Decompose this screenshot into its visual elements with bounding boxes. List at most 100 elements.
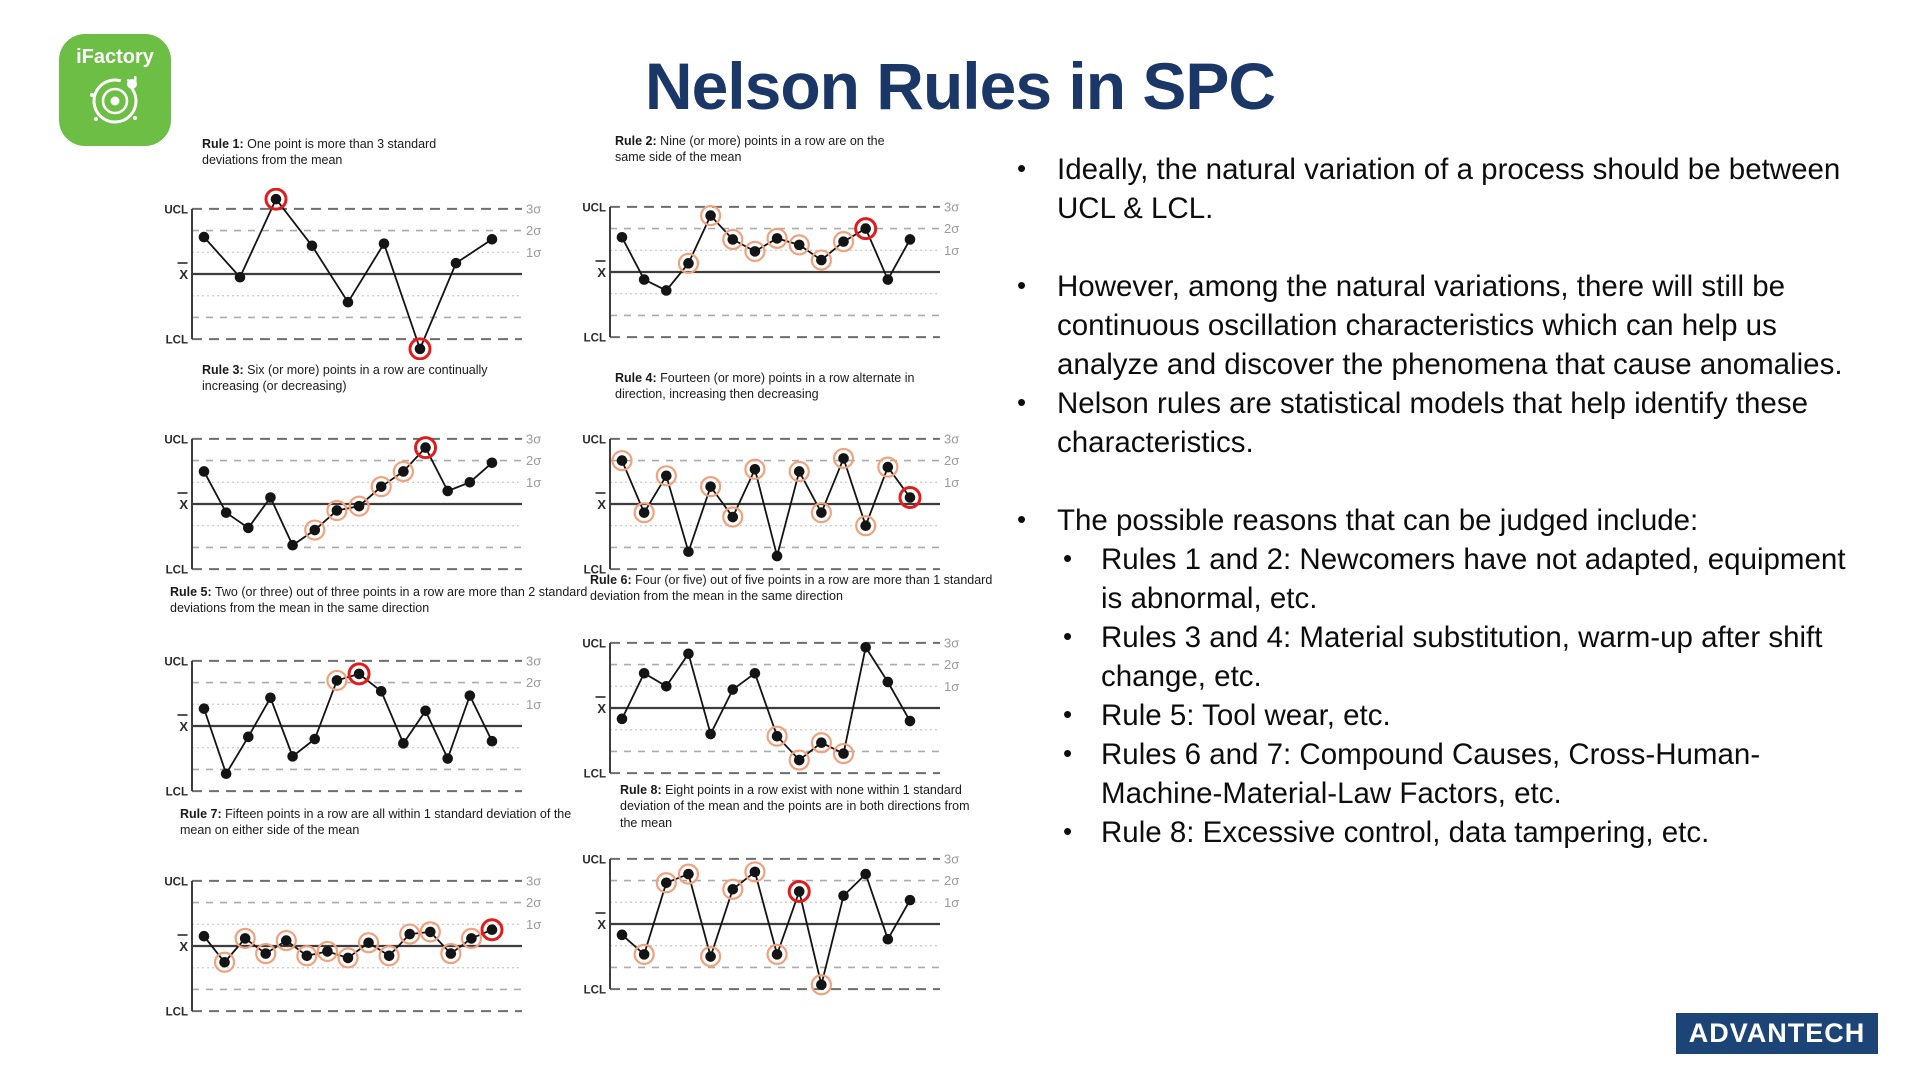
data-point <box>816 737 827 749</box>
data-point <box>414 343 426 355</box>
sigma-label: 1σ <box>526 245 541 260</box>
ucl-label: UCL <box>164 434 188 446</box>
data-point <box>749 246 761 257</box>
ifactory-logo-text: iFactory <box>76 46 154 68</box>
bullet-dot: • <box>1017 153 1027 183</box>
bullet-dot: • <box>1063 543 1073 573</box>
data-point <box>683 546 694 558</box>
data-point <box>287 751 298 762</box>
data-point <box>882 933 894 945</box>
orange-highlight-ring <box>296 945 318 967</box>
mean-label: X <box>597 497 606 512</box>
data-point <box>705 728 716 740</box>
rule-description: Fourteen (or more) points in a row alter… <box>615 371 915 402</box>
rule-6-title: Rule 6: Four (or five) out of five point… <box>590 572 1020 605</box>
rule-7-plot: UCL LCL X 3σ 2σ 1σ <box>164 873 541 1018</box>
data-point <box>353 668 365 680</box>
data-point <box>838 453 849 464</box>
sigma-label: 3σ <box>944 851 959 866</box>
red-highlight-ring <box>414 436 438 460</box>
sub-bullet-item: • Rules 1 and 2: Newcomers have not adapt… <box>1005 540 1855 618</box>
sigma-label: 1σ <box>526 475 541 490</box>
data-point <box>398 738 409 749</box>
rule-label: Rule 4: <box>615 371 657 385</box>
red-highlight-ring <box>898 485 922 509</box>
orange-highlight-ring <box>855 515 877 537</box>
mean-label: X <box>597 917 606 932</box>
sigma-label: 2σ <box>944 657 959 672</box>
rule-label: Rule 3: <box>202 363 244 377</box>
orange-highlight-ring <box>832 742 855 765</box>
rule-8-plot: UCL LCL X 3σ 2σ 1σ <box>582 851 959 997</box>
data-point <box>638 667 650 679</box>
bullet-text: Ideally, the natural variation of a proc… <box>1057 153 1841 225</box>
rule-label: Rule 5: <box>170 585 212 599</box>
data-point <box>860 868 871 880</box>
rule-description: Four (or five) out of five points in a r… <box>590 573 993 604</box>
data-point <box>442 485 453 497</box>
orange-highlight-ring <box>378 945 400 967</box>
sigma-label: 3σ <box>944 635 959 650</box>
bullet-dot: • <box>1063 699 1073 729</box>
lcl-label: LCL <box>584 985 606 997</box>
data-point <box>234 271 246 283</box>
data-point <box>198 930 210 942</box>
rule-1-plot: UCL LCL X 3σ 2σ 1σ <box>164 188 541 360</box>
rule-description: Six (or more) points in a row are contin… <box>202 363 488 394</box>
orange-highlight-ring <box>633 502 655 524</box>
advantech-logo-text: ADVANTECH <box>1688 1018 1866 1048</box>
data-point <box>683 868 694 880</box>
data-point <box>265 492 276 503</box>
data-point <box>486 735 498 747</box>
data-point <box>363 937 374 949</box>
orange-highlight-ring <box>460 927 483 950</box>
data-point <box>860 641 871 653</box>
data-point <box>793 239 805 251</box>
data-point <box>904 894 916 906</box>
data-point <box>816 507 827 518</box>
sigma-label: 2σ <box>944 873 959 888</box>
main-text-block: • Ideally, the natural variation of a pro… <box>1005 150 1855 852</box>
data-point <box>331 675 343 686</box>
data-point <box>749 463 761 475</box>
data-point <box>661 470 672 482</box>
data-series-line <box>621 455 911 560</box>
data-point <box>816 979 827 991</box>
data-series-line <box>203 446 493 547</box>
data-point <box>638 507 650 518</box>
ucl-label: UCL <box>582 854 606 866</box>
mean-label: X <box>597 701 606 716</box>
bullet-text: However, among the natural variations, t… <box>1057 270 1843 381</box>
rule-3-title: Rule 3: Six (or more) points in a row ar… <box>202 362 492 395</box>
orange-highlight-ring <box>832 447 855 470</box>
rule-label: Rule 1: <box>202 137 244 151</box>
ucl-label: UCL <box>582 434 606 446</box>
bullet-text: Rules 1 and 2: Newcomers have not adapte… <box>1101 543 1846 615</box>
data-point <box>838 890 849 902</box>
data-point <box>749 667 761 679</box>
red-highlight-ring <box>264 188 288 211</box>
data-point <box>442 753 453 764</box>
data-point <box>198 231 210 243</box>
rule-7-chart: Rule 7: Fifteen points in a row are all … <box>152 806 571 1032</box>
data-point <box>464 690 476 701</box>
data-series-line <box>203 672 493 776</box>
orange-highlight-ring <box>744 458 766 480</box>
bullet-dot: • <box>1063 621 1073 651</box>
data-point <box>904 234 916 245</box>
red-highlight-ring <box>854 217 878 241</box>
rule-2-chart: Rule 2: Nine (or more) points in a row a… <box>570 133 980 358</box>
orange-highlight-ring <box>810 249 832 271</box>
data-point <box>424 926 436 938</box>
data-point <box>616 929 628 941</box>
data-point <box>771 233 783 244</box>
data-point <box>287 539 298 551</box>
rule-2-plot: UCL LCL X 3σ 2σ 1σ <box>582 199 959 344</box>
orange-highlight-ring <box>370 476 392 498</box>
mean-label: X <box>179 939 188 954</box>
orange-highlight-ring <box>440 942 462 965</box>
sigma-label: 1σ <box>526 917 541 932</box>
data-point <box>404 928 416 940</box>
orange-highlight-ring <box>399 923 421 945</box>
orange-highlight-ring <box>877 456 899 478</box>
